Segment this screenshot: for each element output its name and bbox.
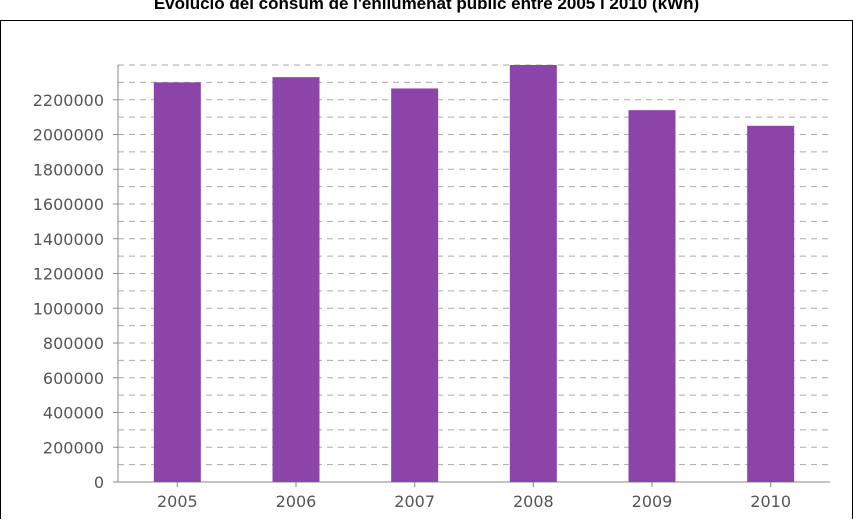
bar-2005: [153, 82, 201, 482]
x-tick-label: 2008: [513, 492, 554, 511]
y-tick-label: 1600000: [33, 195, 104, 214]
y-tick-label: 1400000: [33, 230, 104, 249]
x-tick-label: 2010: [750, 492, 791, 511]
y-tick-label: 2000000: [33, 126, 104, 145]
y-tick-label: 1800000: [33, 160, 104, 179]
bar-2009: [628, 110, 676, 483]
bars: [153, 65, 795, 483]
y-tick-label: 1000000: [33, 299, 104, 318]
x-tick-label: 2005: [157, 492, 198, 511]
x-tick-label: 2006: [276, 492, 317, 511]
y-tick-labels: 0 200000 400000 600000 800000 1000000 1200000 1…: [33, 91, 104, 492]
y-tick-label: 0: [94, 473, 104, 492]
bar-2006: [272, 77, 320, 482]
bar-2010: [747, 125, 795, 482]
y-tick-label: 400000: [43, 404, 104, 423]
y-tick-label: 600000: [43, 369, 104, 388]
y-tick-label: 1200000: [33, 265, 104, 284]
axes: [113, 65, 830, 487]
chart-title: Evolució del consum de l'enllumenat públ…: [153, 0, 700, 13]
x-tick-label: 2009: [632, 492, 673, 511]
bar-2007: [391, 88, 439, 483]
x-tick-label: 2007: [394, 492, 435, 511]
x-tick-labels: 2005 2006 2007 2008 2009 2010: [157, 492, 791, 511]
y-tick-label: 200000: [43, 438, 104, 457]
y-tick-label: 800000: [43, 334, 104, 353]
bar-2008: [509, 65, 557, 482]
y-tick-label: 2200000: [33, 91, 104, 110]
grid-lines: [118, 64, 830, 466]
